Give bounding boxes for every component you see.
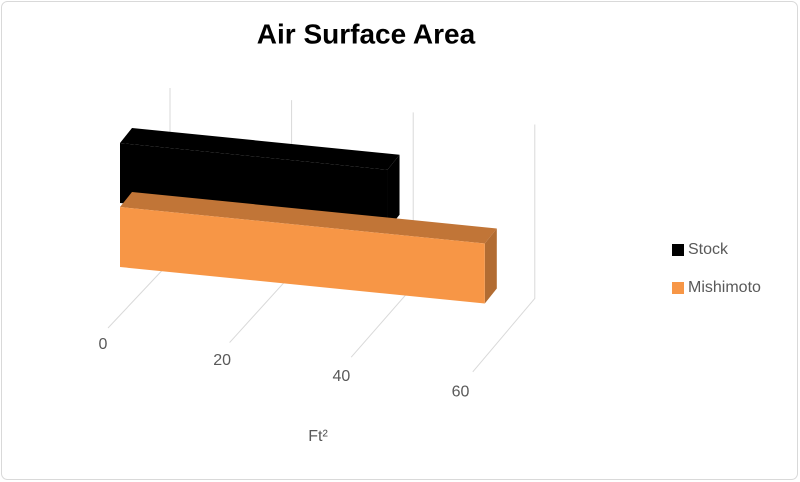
legend-swatch [672,244,684,256]
x-axis-label: Ft² [308,428,328,445]
x-tick-label: 20 [213,352,231,369]
bar-top [120,192,497,244]
x-tick-label: 60 [452,384,470,401]
bar [120,207,485,304]
x-tick-label: 0 [99,336,108,353]
bar-top [120,128,400,170]
legend-swatch [672,282,684,294]
legend-label: Mishimoto [688,279,761,296]
x-tick-label: 40 [332,368,350,385]
bar-side [387,154,400,230]
chart-title: Air Surface Area [257,18,476,49]
legend-label: Stock [688,241,729,258]
grid-line [472,124,536,373]
bar-side [484,228,497,304]
